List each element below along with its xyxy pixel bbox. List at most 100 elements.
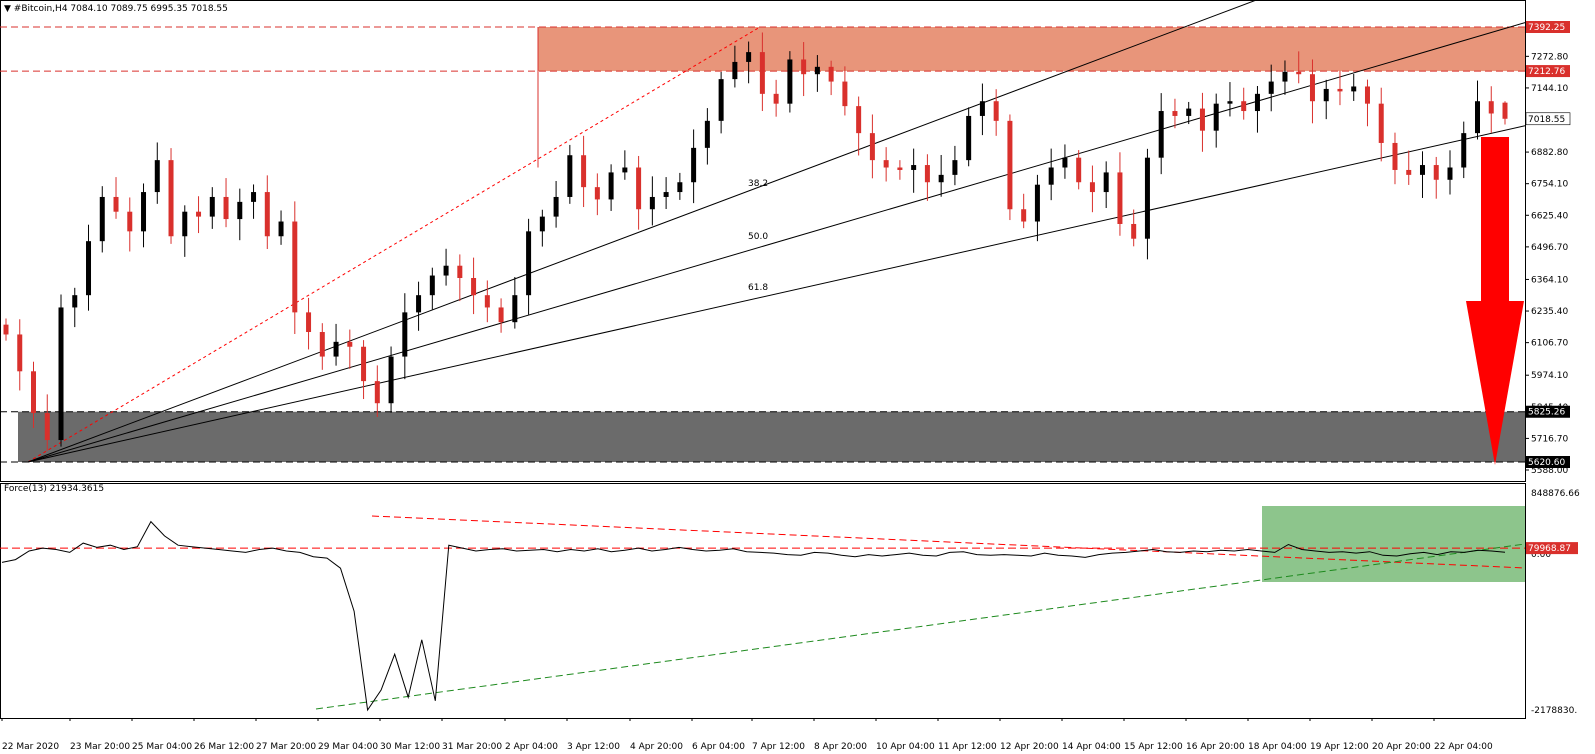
- fib-fan-line: [27, 22, 1526, 463]
- svg-text:7212.76: 7212.76: [1528, 67, 1565, 77]
- candle-bear: [292, 221, 298, 313]
- candle-bear: [44, 413, 50, 441]
- support-zone: [18, 411, 1525, 462]
- chart-title: ▼ #Bitcoin,H4 7084.10 7089.75 6995.35 70…: [4, 4, 228, 14]
- candle-bear: [1199, 108, 1205, 131]
- candle-bear: [1406, 169, 1412, 175]
- candle-bear: [1296, 71, 1302, 75]
- x-tick-label: 22 Mar 2020: [2, 742, 59, 752]
- candle-bull: [99, 196, 105, 242]
- candle-bull: [388, 356, 394, 404]
- candle-bull: [1186, 108, 1192, 116]
- candle-bull: [539, 216, 545, 232]
- candle-bear: [1309, 74, 1315, 102]
- y-tick-label: 6106.70: [1531, 339, 1568, 349]
- candle-bull: [787, 59, 793, 104]
- candle-bull: [416, 295, 422, 313]
- candle-bear: [127, 211, 133, 232]
- candle-bull: [1461, 133, 1467, 168]
- price-tag-current: 7018.55: [1525, 112, 1571, 126]
- candle-bull: [952, 160, 958, 175]
- candle-bull: [1103, 172, 1109, 193]
- candle-bull: [237, 201, 243, 220]
- candle-bear: [3, 324, 9, 335]
- candle-bear: [801, 59, 807, 75]
- candle-bull: [58, 307, 64, 441]
- x-tick-label: 18 Apr 04:00: [1248, 742, 1307, 752]
- candle-bear: [498, 307, 504, 323]
- candle-bear: [1007, 120, 1013, 210]
- candle-bull: [402, 312, 408, 357]
- price-tag-support-bottom: 5620.60: [1526, 455, 1570, 468]
- fib-fan-baseline: [27, 26, 761, 463]
- resistance-zone: [538, 27, 1525, 72]
- candle-bear: [1131, 223, 1137, 239]
- x-tick-label: 15 Apr 12:00: [1124, 742, 1183, 752]
- candle-bear: [347, 341, 353, 347]
- candle-bear: [773, 93, 779, 104]
- x-tick-label: 11 Apr 12:00: [938, 742, 997, 752]
- force-y-tick-label: 848876.66: [1531, 489, 1580, 499]
- candle-bull: [1062, 157, 1068, 168]
- force-trend-red: [371, 515, 1526, 569]
- candle-bear: [883, 160, 889, 168]
- candle-bear: [319, 332, 325, 357]
- candle-bear: [1172, 111, 1178, 116]
- x-tick-label: 29 Mar 04:00: [318, 742, 378, 752]
- candle-bull: [1447, 167, 1453, 180]
- fib-fan-line: [27, 0, 1258, 463]
- candle-bull: [718, 79, 724, 121]
- y-tick-label: 6496.70: [1531, 243, 1568, 253]
- x-tick-label: 30 Mar 12:00: [380, 742, 440, 752]
- candle-bear: [374, 381, 380, 404]
- x-tick-label: 2 Apr 04:00: [505, 742, 558, 752]
- candle-bull: [649, 196, 655, 210]
- candle-bear: [924, 165, 930, 183]
- candle-bull: [141, 192, 147, 232]
- candle-bull: [526, 231, 532, 296]
- y-tick-label: 6754.10: [1531, 180, 1568, 190]
- force-zone: [1262, 506, 1525, 582]
- candle-bull: [911, 165, 917, 170]
- x-tick-label: 31 Mar 20:00: [442, 742, 502, 752]
- x-tick-label: 20 Apr 20:00: [1372, 742, 1431, 752]
- x-tick-label: 22 Apr 04:00: [1434, 742, 1493, 752]
- candle-bull: [209, 196, 215, 217]
- candle-bull: [1254, 93, 1260, 112]
- x-tick-label: 4 Apr 20:00: [630, 742, 683, 752]
- candle-bull: [72, 295, 78, 308]
- y-tick-label: 5716.70: [1531, 434, 1568, 444]
- y-tick-label: 6364.10: [1531, 275, 1568, 285]
- x-tick-label: 12 Apr 20:00: [1000, 742, 1059, 752]
- candle-bull: [691, 147, 697, 183]
- candle-bull: [443, 265, 449, 276]
- candle-bull: [732, 61, 738, 80]
- candle-bear: [196, 211, 202, 217]
- x-tick-label: 27 Mar 20:00: [256, 742, 316, 752]
- candle-bear: [869, 133, 875, 161]
- candle-bear: [113, 196, 119, 212]
- candle-bear: [581, 155, 587, 188]
- x-tick-label: 7 Apr 12:00: [752, 742, 805, 752]
- candle-bull: [1351, 86, 1357, 92]
- x-tick-label: 26 Mar 12:00: [194, 742, 254, 752]
- fib-fan-line: [27, 125, 1526, 463]
- candle-bear: [1117, 172, 1123, 224]
- x-tick-label: 16 Apr 20:00: [1186, 742, 1245, 752]
- x-tick-label: 14 Apr 04:00: [1062, 742, 1121, 752]
- candle-bull: [1048, 167, 1054, 185]
- x-tick-label: 23 Mar 20:00: [70, 742, 130, 752]
- svg-text:7018.55: 7018.55: [1528, 115, 1565, 125]
- candle-bull: [429, 275, 435, 296]
- candle-bull: [746, 52, 752, 62]
- candle-bull: [938, 174, 944, 183]
- force-y-tick-label: 0.00: [1531, 550, 1551, 560]
- candle-bear: [306, 312, 312, 333]
- candle-bull: [251, 192, 257, 202]
- red-down-arrow: [1466, 137, 1524, 465]
- price-panel-frame: [0, 0, 1526, 482]
- candle-bear: [1089, 182, 1095, 193]
- candle-bull: [1034, 184, 1040, 222]
- candle-bear: [1488, 101, 1494, 114]
